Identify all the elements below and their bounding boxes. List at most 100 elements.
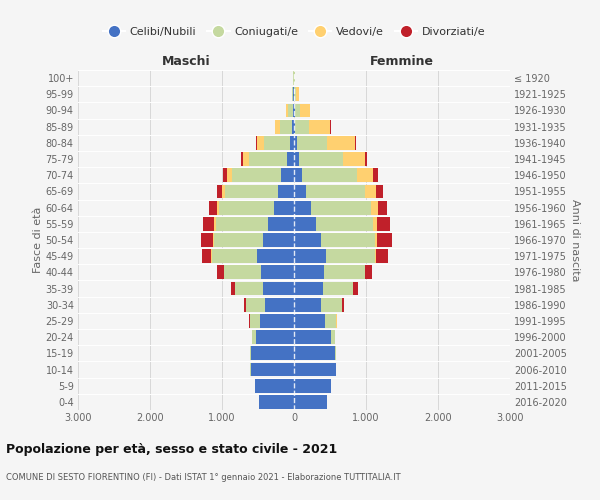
Bar xyxy=(250,346,251,360)
Bar xyxy=(295,104,300,118)
Bar xyxy=(286,104,288,118)
Bar xyxy=(356,168,373,182)
Bar xyxy=(214,217,215,230)
Bar xyxy=(355,136,356,149)
Bar xyxy=(305,184,365,198)
Bar xyxy=(302,168,356,182)
Bar xyxy=(343,152,365,166)
Bar xyxy=(311,200,371,214)
Bar xyxy=(265,298,294,312)
Bar xyxy=(294,217,316,230)
Text: COMUNE DI SESTO FIORENTINO (FI) - Dati ISTAT 1° gennaio 2021 - Elaborazione TUTT: COMUNE DI SESTO FIORENTINO (FI) - Dati I… xyxy=(6,472,401,482)
Bar xyxy=(325,314,337,328)
Bar xyxy=(326,250,376,263)
Bar xyxy=(203,217,214,230)
Bar xyxy=(265,136,290,149)
Bar xyxy=(212,250,257,263)
Bar xyxy=(259,395,294,409)
Bar xyxy=(294,395,327,409)
Bar xyxy=(377,233,392,247)
Bar xyxy=(295,120,310,134)
Bar xyxy=(365,184,376,198)
Text: Popolazione per età, sesso e stato civile - 2021: Popolazione per età, sesso e stato civil… xyxy=(6,442,337,456)
Bar xyxy=(294,200,311,214)
Bar xyxy=(235,282,263,296)
Bar xyxy=(256,330,294,344)
Bar xyxy=(322,233,376,247)
Bar xyxy=(215,217,268,230)
Bar xyxy=(376,233,377,247)
Bar xyxy=(257,250,294,263)
Bar xyxy=(373,168,377,182)
Text: Maschi: Maschi xyxy=(161,54,211,68)
Bar xyxy=(310,120,331,134)
Bar xyxy=(278,184,294,198)
Bar xyxy=(214,233,263,247)
Bar xyxy=(232,168,281,182)
Bar xyxy=(365,152,367,166)
Bar xyxy=(217,200,219,214)
Bar xyxy=(294,362,336,376)
Bar xyxy=(201,233,213,247)
Bar xyxy=(294,168,302,182)
Bar xyxy=(376,250,388,263)
Bar xyxy=(246,298,265,312)
Bar xyxy=(294,120,295,134)
Bar xyxy=(328,136,355,149)
Bar xyxy=(294,330,331,344)
Legend: Celibi/Nubili, Coniugati/e, Vedovi/e, Divorziati/e: Celibi/Nubili, Coniugati/e, Vedovi/e, Di… xyxy=(98,23,490,42)
Bar xyxy=(324,266,365,280)
Bar xyxy=(263,233,294,247)
Bar xyxy=(227,168,232,182)
Bar xyxy=(331,330,335,344)
Bar xyxy=(371,200,378,214)
Bar xyxy=(243,152,250,166)
Bar xyxy=(217,266,224,280)
Bar xyxy=(294,184,305,198)
Bar xyxy=(294,314,325,328)
Bar xyxy=(244,298,245,312)
Bar xyxy=(213,233,214,247)
Bar xyxy=(231,282,235,296)
Text: Femmine: Femmine xyxy=(370,54,434,68)
Bar xyxy=(251,346,294,360)
Bar xyxy=(376,184,383,198)
Bar xyxy=(373,217,377,230)
Bar xyxy=(250,314,260,328)
Bar xyxy=(250,152,287,166)
Bar xyxy=(224,266,261,280)
Bar xyxy=(241,152,243,166)
Bar xyxy=(296,88,299,101)
Bar xyxy=(295,88,296,101)
Bar xyxy=(296,136,328,149)
Bar xyxy=(294,346,335,360)
Bar xyxy=(294,282,323,296)
Bar xyxy=(219,200,274,214)
Bar xyxy=(260,314,294,328)
Bar xyxy=(294,298,320,312)
Bar xyxy=(320,298,341,312)
Bar xyxy=(353,282,358,296)
Bar xyxy=(251,362,294,376)
Bar xyxy=(292,120,294,134)
Y-axis label: Fasce di età: Fasce di età xyxy=(32,207,43,273)
Bar xyxy=(294,233,322,247)
Bar xyxy=(281,168,294,182)
Bar xyxy=(342,298,344,312)
Bar xyxy=(261,266,294,280)
Bar xyxy=(294,266,324,280)
Bar xyxy=(280,120,292,134)
Bar xyxy=(256,136,257,149)
Bar xyxy=(323,282,353,296)
Bar xyxy=(316,217,373,230)
Bar xyxy=(221,184,225,198)
Bar xyxy=(209,200,217,214)
Bar xyxy=(217,184,221,198)
Bar xyxy=(257,136,265,149)
Bar xyxy=(292,88,293,101)
Bar xyxy=(294,152,299,166)
Bar xyxy=(365,266,373,280)
Bar xyxy=(378,200,387,214)
Bar xyxy=(294,250,326,263)
Bar xyxy=(225,184,278,198)
